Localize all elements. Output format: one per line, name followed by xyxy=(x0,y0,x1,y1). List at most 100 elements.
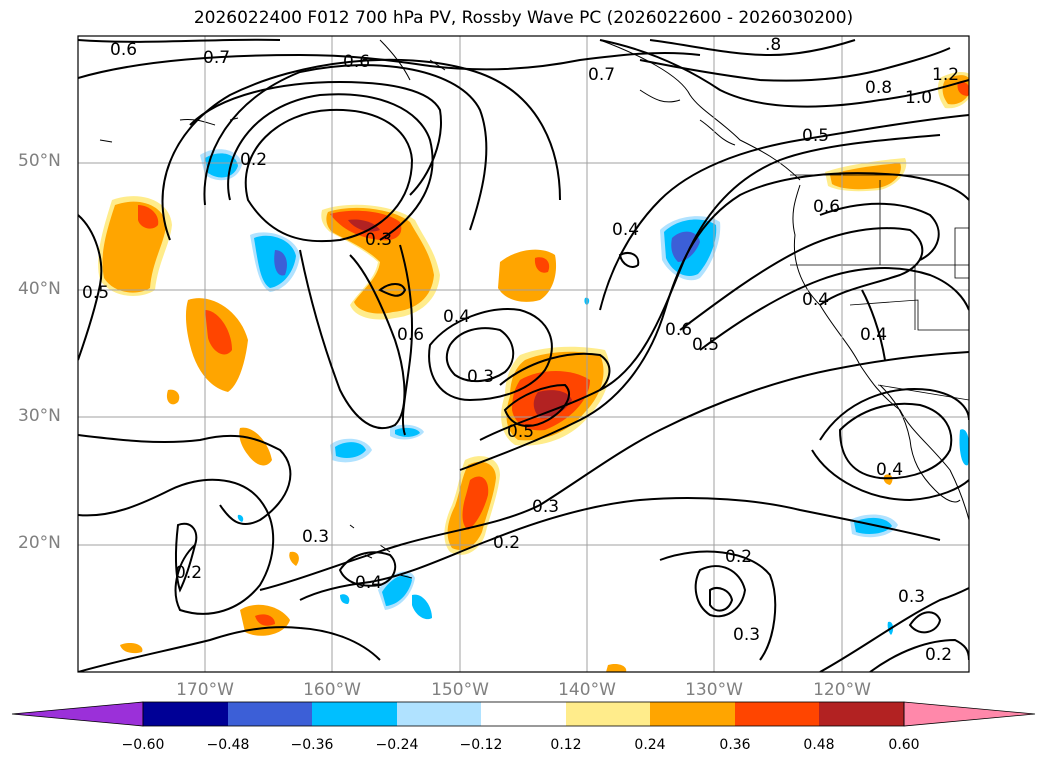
contour-line xyxy=(861,289,886,361)
contour-line xyxy=(811,449,969,502)
contour-line xyxy=(78,626,381,672)
colorbar-frame xyxy=(142,701,905,727)
contour-line xyxy=(459,172,969,471)
contour-label: 0.5 xyxy=(82,283,109,303)
colorbar-segment xyxy=(312,702,397,726)
colorbar-tick-label: 0.60 xyxy=(888,737,920,753)
contour-line xyxy=(819,388,969,441)
plot-frame xyxy=(77,35,970,673)
lat-label: 50°N xyxy=(18,151,61,171)
negative-anomaly xyxy=(382,575,412,606)
contour-line xyxy=(503,383,570,427)
contour-line xyxy=(639,47,951,82)
colorbar-segment xyxy=(735,702,819,726)
negative-anomaly xyxy=(237,514,244,522)
contour-label: 0.2 xyxy=(493,533,520,553)
contour-label: 0.4 xyxy=(876,460,903,480)
coastline xyxy=(879,384,961,503)
border xyxy=(849,299,969,331)
positive-anomaly xyxy=(462,476,489,530)
contour-label: 1.2 xyxy=(932,65,959,85)
contour-label: 0.6 xyxy=(110,40,137,60)
contour-line xyxy=(244,108,414,243)
positive-anomaly xyxy=(120,642,143,654)
contour-line xyxy=(78,478,275,615)
contour-line xyxy=(399,244,413,436)
coastline xyxy=(99,117,239,143)
contour-line xyxy=(869,638,969,672)
colorbar xyxy=(11,701,1036,727)
lat-label: 20°N xyxy=(18,533,61,553)
contour-label: 0.2 xyxy=(725,547,752,567)
negative-anomaly xyxy=(274,250,287,276)
contour-label: 1.0 xyxy=(905,88,932,108)
colorbar-segment xyxy=(228,702,312,726)
colorbar-segment xyxy=(819,702,904,726)
gridlines xyxy=(78,36,969,672)
contour-label: 0.6 xyxy=(813,197,840,217)
lon-label: 160°W xyxy=(303,680,361,700)
contour-label: 0.4 xyxy=(860,325,887,345)
contour-line xyxy=(819,587,969,672)
contour-line xyxy=(499,352,611,391)
lat-label: 40°N xyxy=(18,279,61,299)
positive-anomaly xyxy=(883,474,893,485)
colorbar-tick-label: −0.36 xyxy=(290,737,334,753)
contour-label: .8 xyxy=(765,35,781,55)
contour-label: 0.6 xyxy=(343,52,370,72)
contour-label: 0.3 xyxy=(365,230,392,250)
positive-anomaly xyxy=(166,389,180,405)
contour-label: 0.4 xyxy=(443,307,470,327)
contour-line xyxy=(838,402,953,480)
contour-label: 0.5 xyxy=(802,126,829,146)
colorbar-segment xyxy=(143,702,228,726)
lon-label: 120°W xyxy=(813,680,871,700)
contour-line xyxy=(618,252,640,268)
anomaly-shading xyxy=(98,72,969,672)
contour-label: 0.3 xyxy=(898,587,925,607)
contour-line xyxy=(819,202,940,261)
positive-anomaly xyxy=(289,551,299,566)
contour-line xyxy=(599,39,969,108)
colorbar-tick-label: −0.12 xyxy=(459,737,503,753)
contour-line xyxy=(189,80,442,196)
positive-anomaly xyxy=(830,163,901,190)
contour-line xyxy=(659,550,777,661)
contour-label: 0.5 xyxy=(507,422,534,442)
map-title: 2026022400 F012 700 hPa PV, Rossby Wave … xyxy=(193,8,854,28)
colorbar-segment xyxy=(481,702,566,726)
contour-label: 0.3 xyxy=(733,625,760,645)
negative-anomaly xyxy=(412,594,432,620)
positive-anomaly xyxy=(239,427,272,466)
contour-line xyxy=(299,249,406,430)
contour-line xyxy=(908,611,942,634)
contour-label: 0.6 xyxy=(665,320,692,340)
contour-label: 0.5 xyxy=(692,335,719,355)
contour-label: 0.3 xyxy=(302,527,329,547)
colorbar-tick-label: 0.36 xyxy=(719,737,751,753)
contour-line xyxy=(161,58,561,241)
colorbar-tick-label: −0.24 xyxy=(375,737,419,753)
lat-label: 30°N xyxy=(18,406,61,426)
contour-label: 0.7 xyxy=(203,48,230,68)
positive-anomaly xyxy=(205,310,232,355)
contour-label: 0.4 xyxy=(802,290,829,310)
coastline xyxy=(349,524,413,579)
colorbar-tick-label: −0.48 xyxy=(206,737,250,753)
negative-anomaly xyxy=(340,594,350,604)
contour-label: 0.2 xyxy=(240,150,267,170)
positive-anomaly xyxy=(534,257,550,273)
contour-line xyxy=(203,64,488,231)
contour-line xyxy=(445,327,515,383)
positive-anomaly xyxy=(533,390,572,419)
positive-anomaly xyxy=(326,207,434,314)
contour-label: 0.3 xyxy=(467,367,494,387)
positive-anomaly xyxy=(255,614,275,626)
positive-anomaly xyxy=(498,249,557,302)
contour-line xyxy=(78,214,103,361)
contour-line xyxy=(679,227,924,331)
contour-line xyxy=(299,497,941,601)
border xyxy=(954,227,969,279)
colorbar-extend-low xyxy=(11,701,144,727)
contour-line xyxy=(78,51,701,79)
